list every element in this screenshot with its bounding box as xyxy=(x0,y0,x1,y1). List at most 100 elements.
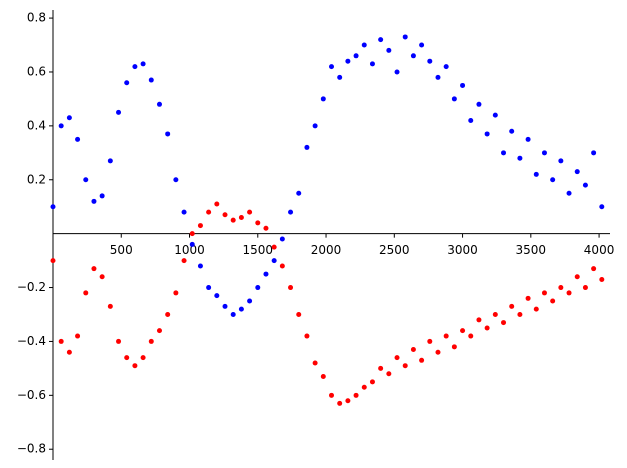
point xyxy=(501,320,507,326)
point xyxy=(566,190,572,196)
point xyxy=(410,53,416,59)
point xyxy=(369,61,375,67)
point xyxy=(50,258,56,264)
point xyxy=(206,285,212,291)
point xyxy=(255,220,261,226)
point xyxy=(320,373,326,379)
point xyxy=(345,58,351,64)
point xyxy=(173,290,179,296)
point xyxy=(279,236,285,242)
point xyxy=(460,82,466,88)
point xyxy=(304,144,310,150)
point xyxy=(189,231,195,237)
point xyxy=(451,96,457,102)
point xyxy=(427,338,433,344)
point xyxy=(156,101,162,107)
point xyxy=(484,131,490,137)
point xyxy=(91,266,97,272)
y-tick-label: 0.2 xyxy=(27,172,46,186)
point xyxy=(91,198,97,204)
point xyxy=(263,225,269,231)
point xyxy=(525,136,531,142)
point xyxy=(312,123,318,129)
point xyxy=(58,338,64,344)
point xyxy=(75,136,81,142)
point xyxy=(312,360,318,366)
point xyxy=(476,101,482,107)
point xyxy=(427,58,433,64)
point xyxy=(353,53,359,59)
point xyxy=(132,64,138,70)
point xyxy=(443,64,449,70)
point xyxy=(50,204,56,210)
point xyxy=(361,42,367,48)
point xyxy=(386,47,392,53)
point xyxy=(386,371,392,377)
point xyxy=(230,217,236,223)
point xyxy=(361,384,367,390)
point xyxy=(156,328,162,334)
point xyxy=(517,311,523,317)
x-tick-label: 4000 xyxy=(584,243,615,257)
point xyxy=(165,311,171,317)
point xyxy=(599,204,605,210)
point xyxy=(582,285,588,291)
point xyxy=(394,69,400,75)
point xyxy=(402,363,408,369)
point xyxy=(222,212,228,218)
y-tick-label: 0.4 xyxy=(27,118,46,132)
point xyxy=(197,223,203,229)
x-tick-label: 2000 xyxy=(311,243,342,257)
point xyxy=(132,363,138,369)
point xyxy=(124,80,130,86)
point xyxy=(492,112,498,118)
point xyxy=(107,158,113,164)
point xyxy=(58,123,64,129)
point xyxy=(533,306,539,312)
point xyxy=(206,209,212,215)
point xyxy=(419,357,425,363)
point xyxy=(468,117,474,123)
point xyxy=(443,333,449,339)
point xyxy=(165,131,171,137)
point xyxy=(263,271,269,277)
point xyxy=(148,338,154,344)
point xyxy=(247,298,253,304)
point xyxy=(140,355,146,361)
point xyxy=(181,258,187,264)
point xyxy=(509,303,515,309)
point xyxy=(288,285,294,291)
point xyxy=(238,214,244,220)
point xyxy=(345,398,351,404)
point xyxy=(83,290,89,296)
point xyxy=(591,266,597,272)
point xyxy=(525,295,531,301)
x-tick-label: 3000 xyxy=(447,243,478,257)
point xyxy=(533,171,539,177)
y-tick-label: −0.4 xyxy=(17,334,46,348)
point xyxy=(558,285,564,291)
point xyxy=(337,74,343,80)
point xyxy=(222,303,228,309)
point xyxy=(492,311,498,317)
point xyxy=(541,290,547,296)
point xyxy=(541,150,547,156)
point xyxy=(378,37,384,43)
x-tick-label: 1500 xyxy=(243,243,274,257)
x-tick-label: 1000 xyxy=(174,243,205,257)
point xyxy=(99,193,105,199)
point xyxy=(402,34,408,40)
point xyxy=(599,276,605,282)
x-tick-label: 500 xyxy=(110,243,133,257)
y-tick-label: −0.6 xyxy=(17,388,46,402)
x-tick-label: 2500 xyxy=(379,243,410,257)
y-tick-label: 0.6 xyxy=(27,64,46,78)
point xyxy=(116,109,122,115)
point xyxy=(279,263,285,269)
point xyxy=(451,344,457,350)
point xyxy=(419,42,425,48)
point xyxy=(181,209,187,215)
point xyxy=(255,285,261,291)
point xyxy=(116,338,122,344)
point xyxy=(550,298,556,304)
